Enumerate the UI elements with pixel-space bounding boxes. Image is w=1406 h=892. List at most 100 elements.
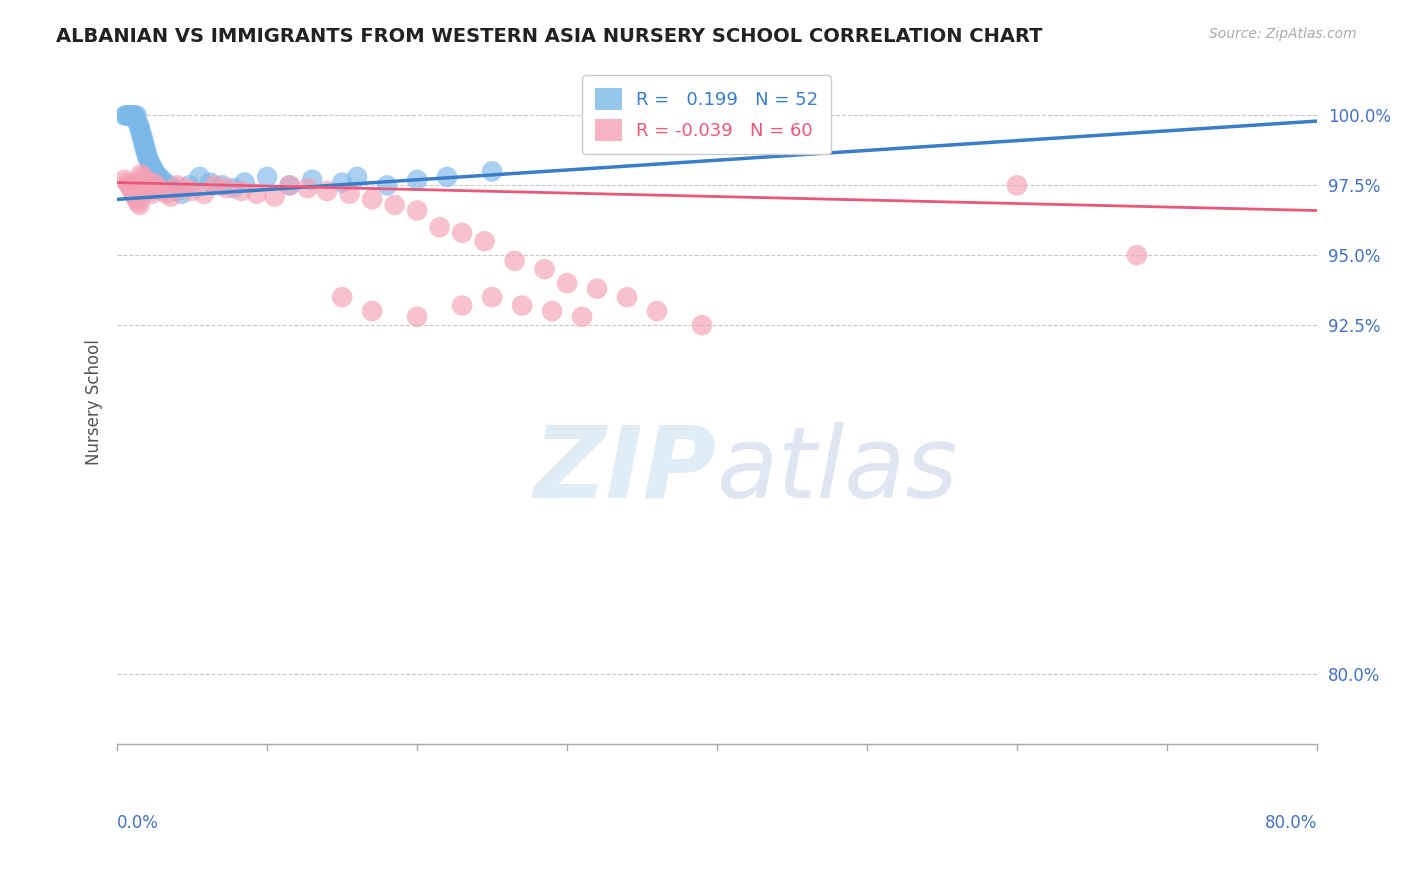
Point bbox=[645, 304, 668, 318]
Point bbox=[143, 164, 166, 178]
Point bbox=[118, 108, 141, 122]
Point bbox=[246, 186, 269, 201]
Point bbox=[173, 181, 195, 195]
Point bbox=[406, 310, 429, 324]
Point bbox=[129, 125, 152, 139]
Point bbox=[153, 176, 176, 190]
Point bbox=[129, 128, 152, 142]
Text: Source: ZipAtlas.com: Source: ZipAtlas.com bbox=[1209, 27, 1357, 41]
Point bbox=[134, 136, 156, 151]
Point bbox=[150, 184, 173, 198]
Point bbox=[541, 304, 564, 318]
Point bbox=[339, 186, 361, 201]
Point bbox=[129, 167, 152, 181]
Point bbox=[117, 176, 139, 190]
Point bbox=[346, 169, 368, 184]
Point bbox=[224, 181, 246, 195]
Point bbox=[451, 299, 474, 313]
Point bbox=[533, 262, 555, 277]
Point bbox=[143, 178, 166, 193]
Point bbox=[135, 142, 157, 156]
Text: 0.0%: 0.0% bbox=[117, 814, 159, 832]
Point bbox=[193, 186, 215, 201]
Point bbox=[451, 226, 474, 240]
Point bbox=[148, 169, 170, 184]
Point bbox=[125, 192, 148, 206]
Point bbox=[160, 189, 183, 203]
Point bbox=[278, 178, 301, 193]
Point bbox=[1005, 178, 1028, 193]
Point bbox=[179, 178, 201, 193]
Point bbox=[114, 108, 136, 122]
Text: ALBANIAN VS IMMIGRANTS FROM WESTERN ASIA NURSERY SCHOOL CORRELATION CHART: ALBANIAN VS IMMIGRANTS FROM WESTERN ASIA… bbox=[56, 27, 1043, 45]
Point bbox=[263, 189, 285, 203]
Point bbox=[406, 203, 429, 218]
Point bbox=[125, 114, 148, 128]
Point bbox=[124, 189, 146, 203]
Point bbox=[555, 276, 578, 290]
Point bbox=[215, 181, 238, 195]
Point bbox=[148, 181, 170, 195]
Point bbox=[571, 310, 593, 324]
Point bbox=[131, 134, 153, 148]
Point bbox=[115, 108, 138, 122]
Point bbox=[330, 290, 353, 304]
Point bbox=[139, 184, 162, 198]
Point bbox=[138, 153, 160, 168]
Point bbox=[131, 131, 153, 145]
Point bbox=[384, 198, 406, 212]
Point bbox=[136, 150, 159, 164]
Point bbox=[503, 253, 526, 268]
Point bbox=[128, 120, 150, 134]
Point bbox=[481, 164, 503, 178]
Point bbox=[231, 184, 253, 198]
Point bbox=[141, 186, 163, 201]
Point bbox=[127, 195, 149, 210]
Point bbox=[127, 117, 149, 131]
Point bbox=[316, 184, 339, 198]
Point bbox=[198, 176, 221, 190]
Point bbox=[136, 147, 159, 161]
Point bbox=[135, 145, 157, 159]
Point bbox=[211, 178, 233, 193]
Point bbox=[131, 169, 153, 184]
Point bbox=[163, 181, 186, 195]
Point bbox=[166, 184, 188, 198]
Point bbox=[135, 176, 157, 190]
Point bbox=[330, 176, 353, 190]
Point bbox=[436, 169, 458, 184]
Point bbox=[120, 108, 142, 122]
Point bbox=[114, 173, 136, 187]
Point bbox=[1126, 248, 1149, 262]
Point bbox=[125, 108, 148, 122]
Point bbox=[156, 186, 179, 201]
Point bbox=[134, 173, 156, 187]
Point bbox=[121, 108, 143, 122]
Point bbox=[121, 108, 143, 122]
Point bbox=[429, 220, 451, 235]
Point bbox=[406, 173, 429, 187]
Point bbox=[138, 181, 160, 195]
Point bbox=[117, 108, 139, 122]
Point bbox=[128, 198, 150, 212]
Point bbox=[142, 161, 165, 176]
Y-axis label: Nursery School: Nursery School bbox=[86, 339, 103, 465]
Point bbox=[128, 122, 150, 136]
Point bbox=[141, 159, 163, 173]
Point bbox=[170, 186, 193, 201]
Point bbox=[278, 178, 301, 193]
Point bbox=[142, 176, 165, 190]
Point bbox=[361, 304, 384, 318]
Point bbox=[301, 173, 323, 187]
Point bbox=[510, 299, 533, 313]
Text: atlas: atlas bbox=[717, 422, 959, 519]
Point bbox=[118, 178, 141, 193]
Point bbox=[690, 318, 713, 332]
Point bbox=[474, 234, 496, 248]
Legend: R =   0.199   N = 52, R = -0.039   N = 60: R = 0.199 N = 52, R = -0.039 N = 60 bbox=[582, 76, 831, 153]
Point bbox=[481, 290, 503, 304]
Point bbox=[124, 108, 146, 122]
Point bbox=[361, 192, 384, 206]
Point bbox=[375, 178, 398, 193]
Point bbox=[204, 178, 226, 193]
